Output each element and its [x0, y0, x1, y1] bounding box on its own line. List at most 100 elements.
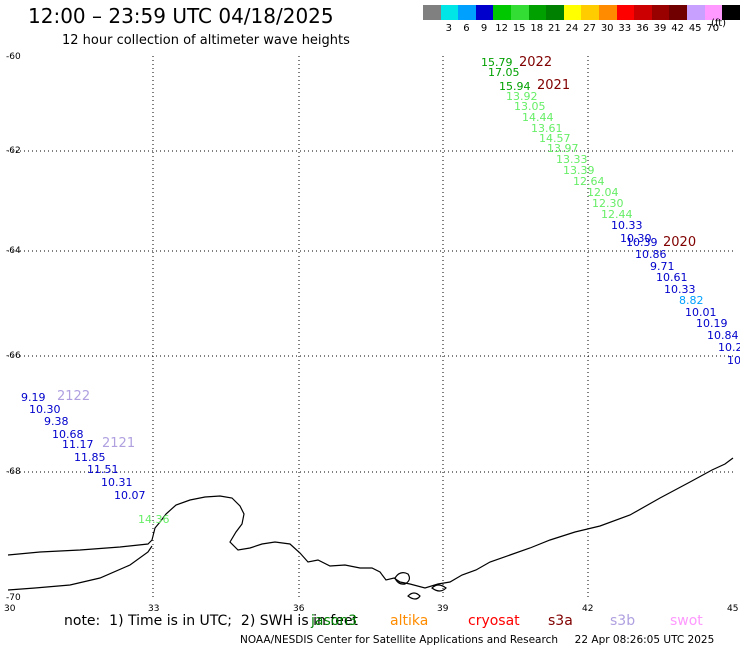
wave-height-label: 8.82	[679, 294, 704, 307]
wave-height-label: 10.01	[685, 306, 717, 319]
latitude-label: -62	[6, 146, 21, 156]
wave-height-label: 9.71	[650, 260, 675, 273]
pass-time-label: 2022	[519, 55, 553, 70]
legend-label: 3	[445, 23, 452, 34]
legend-swatch	[493, 5, 511, 20]
latitude-label: -68	[6, 467, 21, 477]
satellite-label: s3b	[610, 613, 636, 629]
wave-height-label: 10.19	[696, 317, 728, 330]
wave-height-label: 13.97	[547, 142, 579, 155]
wave-height-label: 13.05	[514, 100, 546, 113]
wave-height-label: 10.2	[718, 341, 740, 354]
legend-label: 42	[671, 23, 684, 34]
wave-height-label: 10.61	[656, 271, 688, 284]
wave-height-label: 14.44	[522, 111, 554, 124]
coastline-west	[7, 545, 153, 591]
wave-height-label: 14.57	[539, 132, 571, 145]
wave-height-label: 10.84	[707, 329, 739, 342]
wave-height-label: 10.33	[611, 219, 643, 232]
legend-swatch	[546, 5, 564, 20]
island	[431, 584, 447, 592]
wave-height-label: 9.19	[21, 391, 46, 404]
longitude-label: 30	[4, 604, 16, 614]
legend-label: 9	[480, 23, 488, 34]
legend-label: 36	[636, 23, 649, 34]
legend-label: 21	[548, 23, 561, 34]
legend-label: 45	[688, 23, 702, 34]
pass-time-label: 2021	[537, 78, 571, 93]
legend-swatch	[687, 5, 705, 20]
wave-height-label: 10.39	[626, 236, 658, 249]
map-gridlines	[8, 56, 734, 598]
longitude-label: 45	[727, 604, 739, 614]
legend-swatch	[651, 5, 670, 20]
footnote-text: note: 1) Time is in UTC; 2) SWH is in fe…	[64, 613, 358, 629]
legend-label: 30	[600, 23, 614, 34]
legend-swatch	[669, 5, 687, 20]
satellite-label: swot	[670, 613, 703, 629]
wave-height-label: 14.36	[138, 513, 170, 526]
island	[407, 592, 421, 600]
longitude-label: 33	[148, 604, 160, 614]
wave-height-label: 13.33	[556, 153, 588, 166]
wave-height-label: 11.51	[87, 463, 119, 476]
pass-time-label: 2122	[57, 389, 91, 404]
wave-height-label: 10.86	[635, 248, 667, 261]
legend-label: 27	[583, 23, 596, 34]
longitude-label: 39	[437, 604, 449, 614]
satellite-label: cryosat	[468, 613, 520, 629]
legend-swatch	[511, 5, 529, 20]
wave-height-label: 12.44	[601, 208, 633, 221]
pass-time-label: 2121	[102, 436, 136, 451]
satellite-label: altika	[390, 613, 429, 629]
legend-swatch	[599, 5, 617, 20]
legend-unit: (ft)	[711, 18, 727, 29]
legend-swatch	[440, 5, 459, 20]
wave-height-label: 15.79	[481, 56, 513, 69]
latitude-label: -70	[6, 593, 21, 603]
legend-swatch	[704, 5, 723, 20]
wave-height-label: 10	[727, 354, 740, 367]
wave-height-label: 17.05	[488, 66, 520, 79]
legend-label: 24	[565, 23, 579, 34]
wave-height-label: 12.64	[573, 175, 605, 188]
wave-height-label: 12.30	[592, 197, 624, 210]
legend-swatch	[423, 5, 441, 20]
legend-swatch	[722, 5, 740, 20]
wave-height-label: 10.68	[52, 428, 84, 441]
pass-time-label: 2020	[663, 235, 697, 250]
legend-swatch	[616, 5, 635, 20]
longitude-label: 36	[293, 604, 305, 614]
wave-height-label: 13.61	[531, 122, 563, 135]
wave-height-label: 10.30	[29, 403, 61, 416]
wave-height-label: 11.85	[74, 451, 106, 464]
wave-height-label: 13.39	[563, 164, 595, 177]
wave-height-label: 10.31	[101, 476, 133, 489]
legend-label: 15	[512, 23, 526, 34]
legend-swatch	[581, 5, 599, 20]
legend-label: 18	[530, 23, 544, 34]
legend-swatch	[458, 5, 476, 20]
wave-height-label: 12.04	[587, 186, 619, 199]
island	[394, 572, 411, 585]
legend-swatch	[528, 5, 547, 20]
latitude-label: -64	[6, 246, 21, 256]
wave-height-label: 13.92	[506, 90, 538, 103]
wave-height-label: 9.38	[44, 415, 69, 428]
legend-label: 39	[653, 23, 667, 34]
page-subtitle: 12 hour collection of altimeter wave hei…	[62, 33, 350, 48]
coastline	[7, 457, 734, 589]
wave-height-label: 15.94	[499, 80, 531, 93]
legend-label: 6	[463, 23, 470, 34]
satellite-label: jason3	[311, 613, 358, 629]
legend-label: 33	[618, 23, 632, 34]
legend-label: 12	[495, 23, 508, 34]
latitude-label: -60	[6, 52, 21, 62]
legend-swatch	[475, 5, 494, 20]
latitude-label: -66	[6, 351, 21, 361]
credit-line: NOAA/NESDIS Center for Satellite Applica…	[240, 634, 715, 646]
wave-height-label: 11.17	[62, 438, 94, 451]
legend-label: 70	[706, 23, 720, 34]
legend-swatch	[634, 5, 652, 20]
